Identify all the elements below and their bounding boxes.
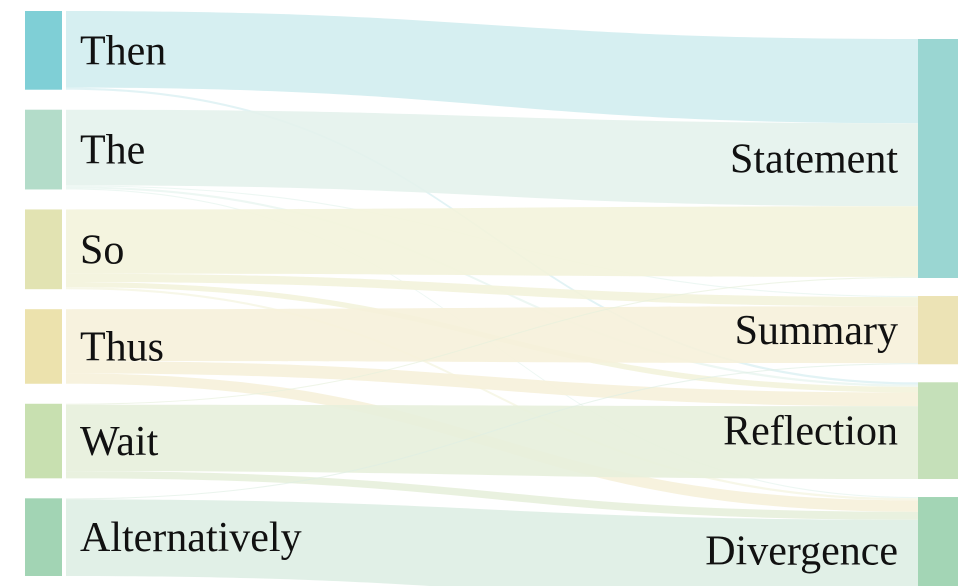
- link-so-to-statement: [66, 206, 918, 277]
- link-wait-to-reflection: [66, 404, 918, 480]
- source-node-wait: [25, 403, 62, 479]
- source-node-so: [25, 209, 62, 290]
- source-label-so: So: [80, 227, 124, 273]
- target-node-summary: [918, 295, 958, 365]
- target-node-divergence: [918, 497, 958, 586]
- link-the-to-statement: [66, 109, 918, 207]
- sankey-nodes: [25, 11, 958, 586]
- target-node-statement: [918, 39, 958, 278]
- target-label-divergence: Divergence: [705, 529, 898, 575]
- source-label-then: Then: [80, 28, 166, 74]
- target-label-summary: Summary: [735, 308, 898, 354]
- target-node-reflection: [918, 382, 958, 480]
- link-wait-to-statement: [66, 276, 918, 405]
- link-so-to-summary: [66, 273, 918, 307]
- source-label-the: The: [80, 128, 145, 174]
- target-label-statement: Statement: [730, 136, 898, 182]
- source-node-alternatively: [25, 498, 62, 576]
- link-thus-to-reflection: [66, 360, 918, 407]
- link-then-to-statement: [66, 11, 918, 124]
- target-label-reflection: Reflection: [723, 409, 898, 455]
- link-thus-to-summary: [66, 306, 918, 364]
- source-label-wait: Wait: [80, 419, 159, 465]
- link-alternatively-to-divergence: [66, 499, 918, 586]
- source-node-the: [25, 109, 62, 190]
- sankey-labels: Then The So Thus Wait Alternatively Statement S…: [80, 28, 898, 574]
- source-label-thus: Thus: [80, 324, 164, 370]
- sankey-links: [66, 11, 918, 586]
- link-wait-to-divergence: [66, 471, 918, 520]
- source-node-thus: [25, 309, 62, 384]
- source-node-then: [25, 11, 62, 90]
- link-alternatively-to-summary: [66, 363, 918, 500]
- source-label-alternatively: Alternatively: [80, 515, 302, 561]
- link-so-to-divergence: [66, 287, 918, 501]
